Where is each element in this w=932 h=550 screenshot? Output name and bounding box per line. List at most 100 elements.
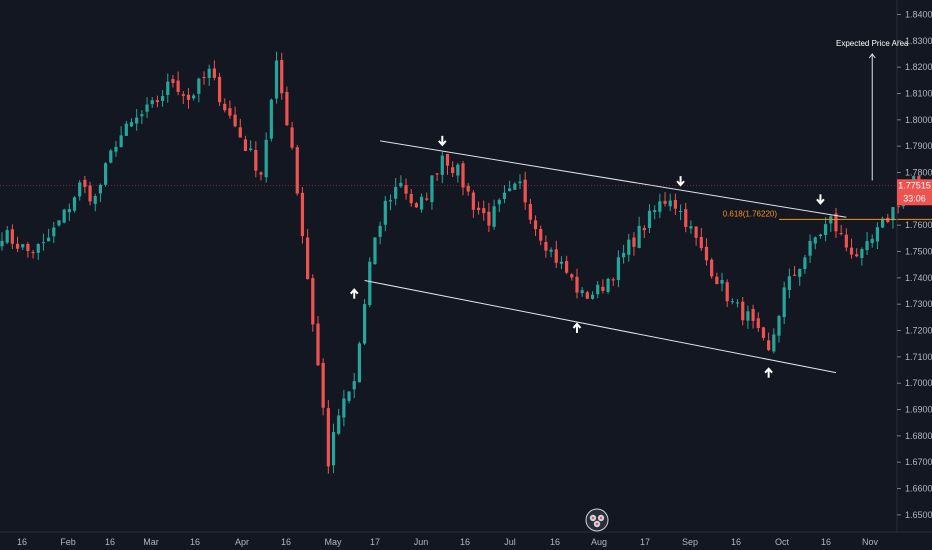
candle-body — [870, 238, 874, 244]
candle-body — [373, 237, 377, 265]
candle-body — [663, 200, 667, 204]
candle-body — [47, 237, 51, 242]
candle-body — [570, 274, 574, 278]
candle-body — [502, 192, 507, 199]
arrow-up-icon — [349, 288, 359, 299]
y-tick-label: 1.73000 — [905, 299, 932, 309]
candle-body — [129, 122, 134, 127]
candle-body — [249, 148, 253, 151]
candle-body — [896, 205, 900, 208]
candle-body — [388, 200, 393, 202]
x-tick-label: 16 — [731, 537, 741, 547]
y-tick-label: 1.83000 — [905, 36, 932, 46]
candle-body — [98, 184, 103, 194]
candle-body — [751, 308, 755, 321]
candle-body — [119, 135, 123, 147]
y-tick-label: 1.74000 — [905, 273, 932, 283]
candle-body — [792, 274, 797, 276]
candle-body — [476, 207, 481, 211]
x-tick-label: 16 — [460, 537, 470, 547]
candle-body — [57, 220, 61, 226]
candle-body — [357, 343, 362, 383]
candle-body — [394, 186, 398, 199]
candle-body — [544, 242, 548, 251]
candle-body — [316, 323, 320, 366]
candle-body — [274, 60, 279, 99]
candle-body — [192, 95, 196, 99]
candle-body — [243, 139, 248, 152]
candle-body — [104, 163, 108, 185]
candle-body — [254, 150, 258, 171]
arrow-head — [764, 367, 773, 374]
candle-body — [710, 259, 714, 277]
arrow-head — [572, 322, 582, 329]
candle-body — [181, 94, 185, 96]
channel-upper-line — [380, 140, 847, 218]
candle-body — [15, 243, 20, 249]
candle-body — [730, 301, 734, 303]
drawing-layer[interactable]: 0.618(1.76220) Expected Price Area — [0, 39, 932, 378]
arrow-down-icon — [816, 194, 825, 205]
candle-body — [673, 199, 677, 209]
candle-body — [202, 77, 206, 79]
candle-body — [653, 210, 657, 213]
candle-body — [140, 114, 144, 117]
candle-body — [378, 225, 382, 237]
candle-body — [78, 182, 82, 197]
candle-body — [352, 381, 356, 390]
x-tick-label: 16 — [190, 537, 200, 547]
expected-price-label: Expected Price Area — [836, 39, 909, 48]
candle-body — [26, 243, 30, 251]
candle-body — [114, 146, 118, 152]
x-tick-label: 16 — [105, 537, 115, 547]
candle-body — [285, 92, 289, 126]
candle-body — [735, 302, 740, 304]
candle-body — [678, 210, 683, 212]
candle-body — [207, 68, 211, 78]
candle-body — [124, 123, 128, 136]
price-axis[interactable]: 1.84000 1.83000 1.82000 1.81000 1.80000 1.790… — [897, 9, 932, 520]
arrow-up-icon — [572, 322, 582, 333]
candle-body — [616, 257, 621, 281]
candle-body — [741, 301, 745, 321]
candle-body — [280, 59, 284, 94]
y-tick-label: 1.75000 — [905, 247, 932, 257]
candle-body — [694, 226, 698, 238]
bar-countdown-label: 33:06 — [903, 193, 926, 203]
candle-body — [425, 198, 429, 200]
candle-body — [767, 340, 771, 351]
candle-body — [787, 276, 791, 290]
candle-body — [875, 227, 880, 242]
y-tick-label: 1.68000 — [905, 431, 932, 441]
y-tick-label: 1.67000 — [905, 457, 932, 467]
tradingview-logo — [585, 508, 609, 532]
candle-body — [689, 226, 693, 229]
y-tick-label: 1.76000 — [905, 220, 932, 230]
arrow-head — [676, 180, 685, 187]
x-tick-label: Jun — [414, 537, 429, 547]
candle-body — [891, 207, 895, 221]
candle-body — [513, 183, 517, 190]
candle-body — [62, 209, 66, 223]
candle-body — [404, 185, 408, 194]
candle-body — [466, 185, 470, 192]
candle-body — [31, 252, 35, 254]
candle-body — [818, 234, 823, 237]
candle-body — [135, 117, 139, 124]
candle-body — [295, 147, 299, 194]
candle-body — [585, 292, 589, 299]
candle-body — [881, 218, 885, 228]
candle-body — [782, 287, 786, 318]
time-axis[interactable]: 16 Feb 16 Mar 16 Apr 16 May 17 Jun 16 Jul 16 Aug 17 Sep… — [17, 537, 879, 547]
y-tick-label: 1.70000 — [905, 378, 932, 388]
candle-body — [0, 240, 4, 247]
candle-body — [627, 239, 631, 255]
candle-body — [808, 241, 812, 256]
arrow-up-icon — [764, 367, 773, 378]
x-tick-label: Nov — [862, 537, 879, 547]
x-tick-label: May — [324, 537, 342, 547]
candle-body — [606, 278, 610, 292]
